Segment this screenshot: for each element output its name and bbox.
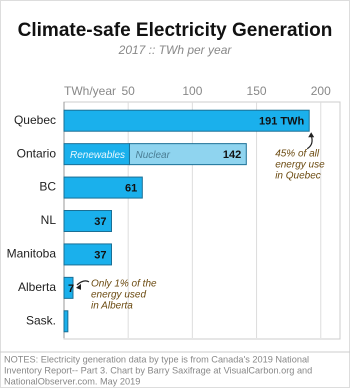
value-label: 37 (94, 216, 106, 228)
segment-label: Renewables (70, 150, 125, 161)
x-tick-label: 200 (311, 84, 331, 98)
y-tick-label: BC (39, 180, 56, 194)
y-tick-label: Quebec (14, 113, 56, 127)
bar-segment (63, 109, 310, 132)
x-tick-label: 150 (247, 84, 267, 98)
chart-title: Climate-safe Electricity Generation (18, 20, 333, 41)
annotation: 45% of all (275, 148, 320, 159)
x-tick-label: 100 (182, 84, 202, 98)
value-label: 61 (125, 182, 137, 194)
bar-segment (63, 310, 69, 333)
annotation: in Alberta (91, 300, 133, 311)
value-label: 37 (94, 249, 106, 261)
annotation: Only 1% of the (91, 278, 157, 289)
notes: Inventory Report-- Part 3. Chart by Barr… (4, 365, 312, 375)
y-tick-label: Sask. (26, 313, 56, 327)
value-label: 191 TWh (259, 116, 305, 128)
annotation-arrow (76, 280, 90, 286)
annotation: energy used (91, 289, 146, 300)
annotation: in Quebec (275, 170, 321, 181)
y-tick-label: Manitoba (7, 247, 57, 261)
x-tick-label: TWh/year (64, 84, 116, 98)
bar-segment (128, 143, 247, 166)
y-tick-label: Alberta (18, 280, 56, 294)
notes: NOTES: Electricity generation data by ty… (4, 354, 309, 364)
annotation: energy use (275, 159, 325, 170)
y-tick-label: NL (41, 213, 57, 227)
value-label: 142 (223, 149, 241, 161)
bar-segment (63, 176, 143, 199)
arrow-head (308, 132, 315, 138)
chart-subtitle: 2017 :: TWh per year (118, 43, 233, 57)
bar-segment (63, 243, 112, 266)
bar-segment (63, 210, 112, 232)
bar-segment (63, 276, 74, 299)
y-tick-label: Ontario (17, 146, 57, 160)
arrow-head (75, 283, 81, 290)
x-tick-label: 50 (122, 84, 136, 98)
value-label: 7 (68, 283, 74, 295)
segment-label: Nuclear (135, 150, 170, 161)
notes: NationalObserver.com. May 2019 (4, 376, 140, 386)
